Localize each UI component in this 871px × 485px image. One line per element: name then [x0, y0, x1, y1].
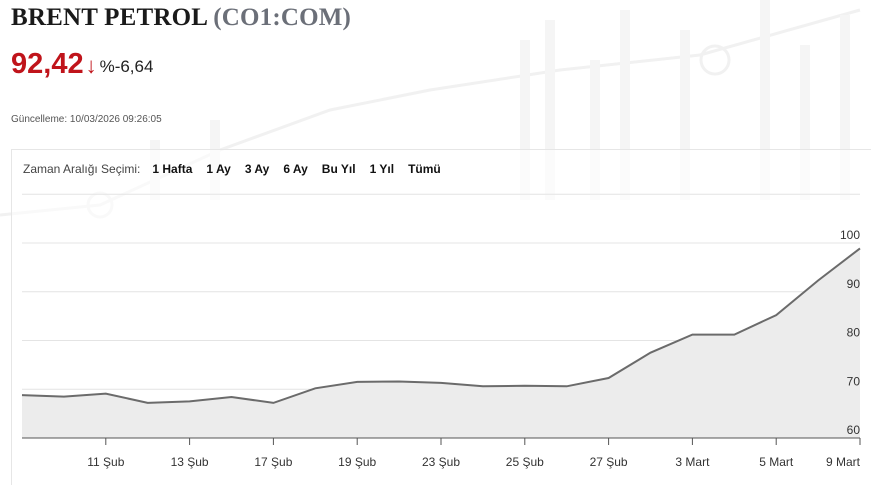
- y-tick-label: 60: [847, 423, 861, 437]
- commodity-name: BRENT PETROL: [11, 4, 207, 31]
- time-range-selector: Zaman Aralığı Seçimi: 1 Hafta 1 Ay 3 Ay …: [23, 162, 455, 176]
- price-summary: 92,42 ↓ %-6,64: [11, 48, 153, 80]
- x-tick-label: 5 Mart: [759, 455, 794, 469]
- arrow-down-icon: ↓: [85, 53, 97, 78]
- time-range-label: Zaman Aralığı Seçimi:: [23, 162, 141, 176]
- page-title: BRENT PETROL (CO1:COM): [11, 4, 351, 32]
- range-ytd-button[interactable]: Bu Yıl: [321, 162, 356, 176]
- range-1-week-button[interactable]: 1 Hafta: [152, 162, 193, 176]
- y-tick-label: 90: [847, 277, 861, 291]
- x-tick-label: 23 Şub: [422, 455, 460, 469]
- range-1-month-button[interactable]: 1 Ay: [206, 162, 231, 176]
- range-6-month-button[interactable]: 6 Ay: [283, 162, 308, 176]
- x-tick-label: 3 Mart: [675, 455, 710, 469]
- current-price: 92,42: [11, 48, 84, 80]
- x-tick-label: 11 Şub: [87, 455, 124, 469]
- x-tick-label: 25 Şub: [506, 455, 544, 469]
- y-tick-label: 100: [840, 228, 860, 242]
- last-updated: Güncelleme: 10/03/2026 09:26:05: [11, 114, 162, 125]
- price-line: [21, 247, 861, 404]
- price-change-percent: %-6,64: [99, 57, 154, 76]
- x-tick-label: 27 Şub: [590, 455, 628, 469]
- x-tick-label: 17 Şub: [254, 455, 292, 469]
- commodity-code: (CO1:COM): [213, 4, 352, 31]
- y-tick-label: 70: [847, 374, 861, 388]
- x-tick-label: 13 Şub: [171, 455, 209, 469]
- x-tick-label: 19 Şub: [338, 455, 376, 469]
- range-1-year-button[interactable]: 1 Yıl: [369, 162, 395, 176]
- y-tick-label: 80: [847, 326, 861, 340]
- range-all-button[interactable]: Tümü: [408, 162, 441, 176]
- price-area-fill: [22, 248, 860, 438]
- x-tick-label: 9 Mart: [826, 455, 861, 469]
- range-3-month-button[interactable]: 3 Ay: [244, 162, 270, 176]
